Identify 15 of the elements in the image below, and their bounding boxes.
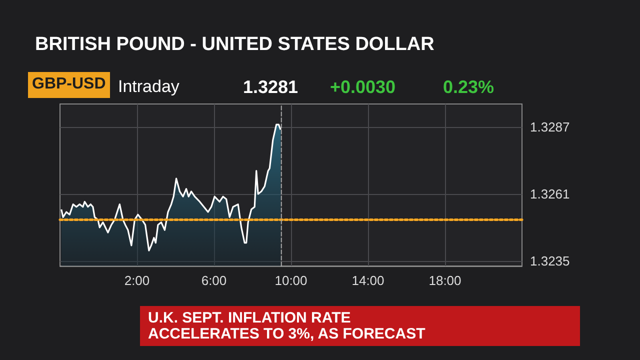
text: 1.3281 (243, 77, 298, 97)
x-tick-label: 6:00 (201, 273, 227, 288)
text: GBP-USD (32, 76, 106, 92)
text: Intraday (118, 77, 180, 96)
text: 0.23% (443, 77, 494, 97)
x-tick-label: 10:00 (274, 273, 308, 288)
y-tick-label: 1.3261 (530, 186, 570, 202)
chart-title: BRITISH POUND - UNITED STATES DOLLAR (35, 34, 435, 55)
x-tick-label: 2:00 (124, 273, 150, 288)
y-tick-label: 1.3287 (530, 120, 570, 135)
x-tick-label: 14:00 (352, 273, 384, 288)
text: +0.0030 (330, 77, 396, 97)
text: U.K. SEPT. INFLATION RATE ACCELERATES TO 3%, AS FORECAST (148, 310, 426, 342)
y-tick-label: 1.3235 (530, 253, 570, 268)
x-tick-label: 18:00 (428, 273, 462, 288)
